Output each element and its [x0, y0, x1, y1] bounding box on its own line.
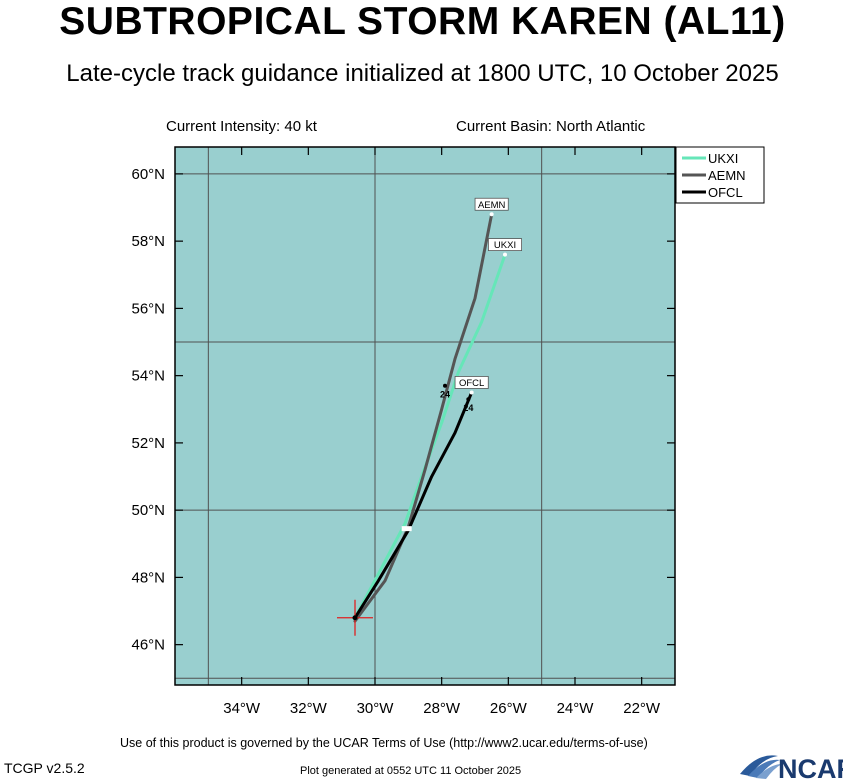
position-mark-48h	[401, 526, 412, 532]
legend-label: AEMN	[708, 168, 746, 183]
x-tick-label: 32°W	[290, 700, 328, 717]
legend-label: OFCL	[708, 185, 743, 200]
track-end-point	[469, 390, 474, 395]
current-marker-dot	[352, 615, 358, 621]
page-title: SUBTROPICAL STORM KAREN (AL11)	[59, 0, 786, 43]
y-tick-label: 50°N	[131, 502, 165, 519]
track-lines: UKXI AEMN 24 OFCL 24	[353, 197, 522, 623]
track-end-point	[489, 212, 494, 217]
ncar-logo-text: NCAR	[778, 754, 843, 780]
y-tick-label: 60°N	[131, 166, 165, 183]
y-tick-label: 52°N	[131, 435, 165, 452]
x-tick-label: 30°W	[357, 700, 395, 717]
legend-label: UKXI	[708, 151, 738, 166]
x-tick-label: 28°W	[423, 700, 461, 717]
y-tick-label: 46°N	[131, 637, 165, 654]
current-intensity: Current Intensity: 40 kt	[166, 118, 317, 135]
track-end-label-box	[474, 197, 509, 211]
current-position-marker	[337, 599, 373, 636]
track-end-label-box	[454, 376, 489, 389]
axis-ticks: 34°W 32°W 30°W 28°W 26°W 24°W 22°W 46°N 48°N 50°N…	[131, 147, 675, 717]
ncar-logo: NCAR	[740, 754, 843, 780]
track-ofcl	[353, 390, 474, 620]
tau-label: 24	[463, 403, 473, 413]
terms-of-use: Use of this product is governed by the U…	[120, 736, 648, 750]
x-tick-label: 34°W	[223, 700, 261, 717]
y-tick-label: 58°N	[131, 233, 165, 250]
version-label: TCGP v2.5.2	[4, 760, 85, 776]
x-tick-label: 24°W	[557, 700, 595, 717]
y-tick-label: 54°N	[131, 368, 165, 385]
x-tick-label: 26°W	[490, 700, 528, 717]
tau-label: 24	[440, 390, 450, 400]
y-tick-label: 56°N	[131, 300, 165, 317]
ocean-background	[175, 147, 675, 685]
tau-point	[443, 383, 447, 388]
generated-timestamp: Plot generated at 0552 UTC 11 October 20…	[300, 765, 522, 777]
x-tick-label: 22°W	[623, 700, 661, 717]
y-tick-label: 48°N	[131, 569, 165, 586]
track-end-label: AEMN	[478, 200, 506, 211]
track-end-point	[503, 252, 507, 257]
ncar-logo-swoosh-icon	[740, 755, 782, 779]
track-end-label: OFCL	[459, 378, 484, 389]
track-aemn	[353, 212, 494, 623]
map-frame	[174, 146, 676, 686]
page-subtitle: Late-cycle track guidance initialized at…	[66, 60, 779, 87]
tau-point	[466, 397, 471, 402]
current-basin: Current Basin: North Atlantic	[456, 118, 646, 135]
track-end-label-box	[487, 238, 522, 252]
track-end-label: UKXI	[494, 240, 516, 251]
legend: UKXI AEMN OFCL	[675, 146, 765, 204]
